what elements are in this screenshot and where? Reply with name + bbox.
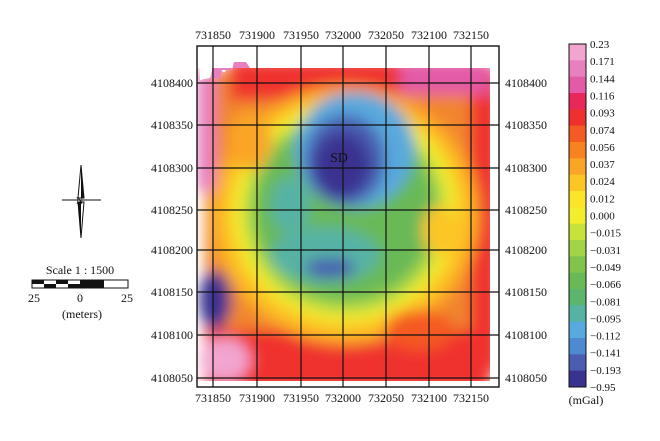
y-tick-right: 4108050 — [505, 371, 547, 385]
legend-value: −0.066 — [590, 279, 621, 291]
legend-swatch — [569, 370, 586, 388]
map-grid — [197, 46, 499, 387]
legend-value: −0.141 — [590, 348, 621, 360]
y-tick-right: 4108350 — [505, 118, 547, 132]
y-tick-left: 4108050 — [151, 371, 193, 385]
y-tick-left: 4108150 — [151, 285, 193, 299]
x-tick-bottom: 731950 — [283, 391, 319, 405]
legend-value: 0.012 — [590, 193, 615, 205]
x-tick-top: 732150 — [453, 28, 489, 42]
legend-swatch — [569, 76, 586, 94]
legend-swatch — [569, 158, 586, 176]
scale-bar: Scale 1 : 1500 25 0 25 (meters) — [28, 263, 133, 321]
y-tick-left: 4108100 — [151, 328, 193, 342]
legend-swatch — [569, 125, 586, 143]
x-tick-bottom: 731850 — [195, 391, 231, 405]
legend-swatch — [569, 256, 586, 274]
legend-swatch — [569, 272, 586, 290]
legend-unit: (mGal) — [569, 393, 604, 407]
legend-swatch — [569, 174, 586, 192]
y-tick-labels-right: 4108400 4108350 4108300 4108250 4108200 … — [505, 76, 547, 385]
sd-annotation: SD — [330, 151, 348, 166]
legend-value: −0.095 — [590, 313, 621, 325]
legend-swatch — [569, 223, 586, 241]
y-tick-labels-left: 4108400 4108350 4108300 4108250 4108200 … — [151, 76, 193, 385]
legend-value: −0.049 — [590, 262, 621, 274]
scale-label-zero: 0 — [77, 291, 83, 305]
x-tick-top: 731950 — [283, 28, 319, 42]
legend-value: 0.056 — [590, 142, 615, 154]
legend-value: −0.112 — [590, 331, 621, 343]
legend-value: 0.024 — [590, 176, 615, 188]
x-tick-labels-bottom: 731850 731900 731950 732000 732050 73210… — [195, 391, 489, 405]
legend-swatch — [569, 289, 586, 306]
y-tick-left: 4108200 — [151, 243, 193, 257]
legend-swatch — [569, 109, 586, 127]
x-tick-top: 731850 — [195, 28, 231, 42]
legend-swatch — [569, 321, 586, 339]
legend-value: 0.093 — [590, 108, 615, 120]
legend-value: −0.193 — [590, 365, 621, 377]
legend-value: 0.000 — [590, 211, 615, 223]
legend-value: 0.116 — [590, 90, 615, 102]
x-tick-bottom: 732000 — [325, 391, 361, 405]
x-tick-bottom: 731900 — [239, 391, 275, 405]
legend-swatch — [569, 191, 586, 208]
legend-frame — [568, 43, 587, 388]
scale-label-left: 25 — [28, 291, 40, 305]
x-tick-top: 732050 — [368, 28, 404, 42]
y-tick-left: 4108300 — [151, 161, 193, 175]
legend-value: 0.074 — [590, 125, 615, 137]
legend-swatch — [569, 207, 586, 225]
legend-value: 0.171 — [590, 56, 615, 68]
legend-swatch — [569, 44, 586, 61]
scale-label-right: 25 — [121, 291, 133, 305]
x-tick-top: 731900 — [239, 28, 275, 42]
y-tick-right: 4108400 — [505, 76, 547, 90]
legend-value: −0.081 — [590, 296, 621, 308]
legend-value: 0.037 — [590, 159, 615, 171]
legend-value: 0.23 — [590, 39, 610, 51]
legend-swatch — [569, 93, 586, 110]
legend-swatch — [569, 240, 586, 257]
legend-swatch — [569, 60, 586, 78]
map-frame — [196, 45, 500, 388]
contour-map — [197, 46, 499, 387]
x-tick-labels-top: 731850 731900 731950 732000 732050 73210… — [195, 28, 489, 42]
x-tick-top: 732100 — [411, 28, 447, 42]
legend-swatch — [569, 305, 586, 323]
legend-swatch — [569, 338, 586, 355]
x-tick-bottom: 732050 — [368, 391, 404, 405]
y-tick-right: 4108300 — [505, 161, 547, 175]
legend-value: −0.015 — [590, 228, 621, 240]
legend-swatch — [569, 354, 586, 372]
y-tick-left: 4108250 — [151, 203, 193, 217]
y-tick-left: 4108400 — [151, 76, 193, 90]
scale-title: Scale 1 : 1500 — [46, 263, 114, 277]
y-tick-right: 4108250 — [505, 203, 547, 217]
y-tick-left: 4108350 — [151, 118, 193, 132]
legend-value: −0.031 — [590, 245, 621, 257]
x-tick-top: 732000 — [325, 28, 361, 42]
y-tick-right: 4108150 — [505, 285, 547, 299]
y-tick-right: 4108100 — [505, 328, 547, 342]
legend-value: 0.144 — [590, 73, 615, 85]
legend-value: −0.95 — [590, 382, 616, 394]
north-arrow-icon: N — [62, 164, 101, 239]
north-label: N — [76, 196, 83, 207]
x-tick-bottom: 732100 — [411, 391, 447, 405]
legend-swatch — [569, 142, 586, 159]
color-legend: 0.23 0.171 0.144 0.116 0.093 0.074 0.056 0.037 0… — [568, 39, 621, 394]
x-tick-bottom: 732150 — [453, 391, 489, 405]
scale-units: (meters) — [62, 307, 102, 321]
y-tick-right: 4108200 — [505, 243, 547, 257]
